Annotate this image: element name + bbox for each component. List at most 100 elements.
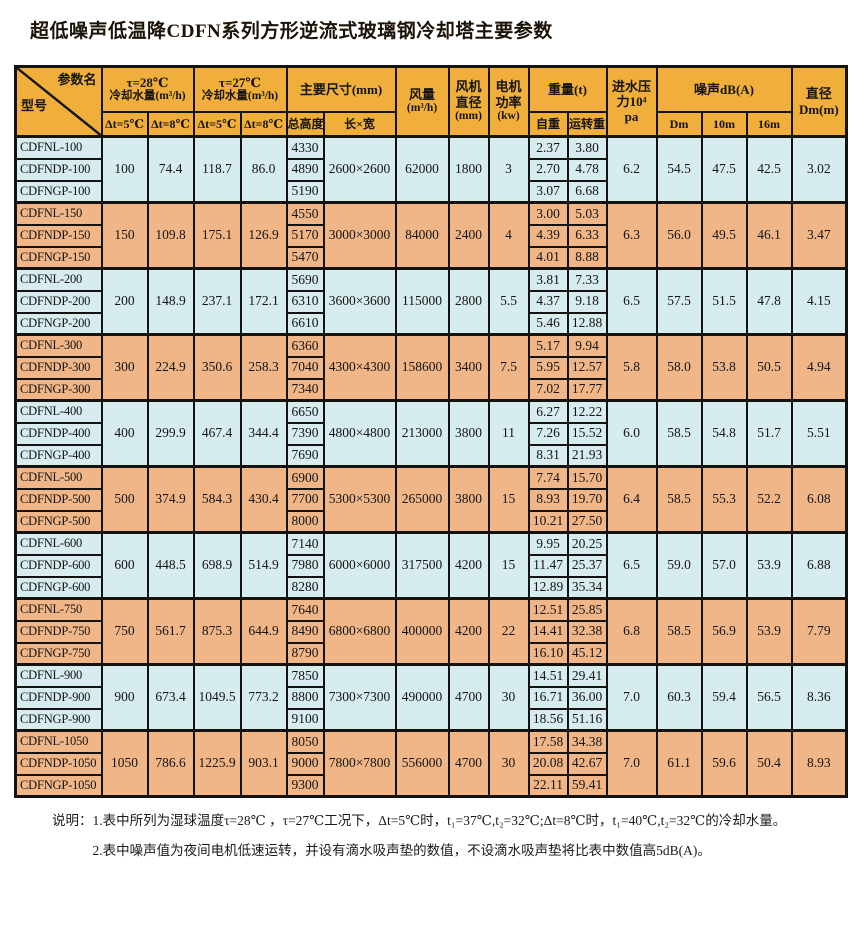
cell-total-height: 7640 <box>285 597 325 622</box>
table-row: CDFNL-750 750 561.7 875.3 644.9 7640 6800×6800… <box>14 597 848 666</box>
cell-run-weight: 42.67 <box>566 751 608 776</box>
cell-total-height: 6310 <box>285 289 325 314</box>
cell-run-weight: 4.78 <box>566 157 608 182</box>
cell-fan-diameter: 4200 <box>447 597 490 666</box>
cell-t28-dt5: 400 <box>100 399 149 468</box>
cell-model: CDFNL-750 <box>14 597 103 622</box>
table-row: CDFNDP-750 8490 14.41 32.38 <box>14 619 847 644</box>
cell-fan-diameter: 4700 <box>447 729 490 798</box>
header-motor-power: 电机 功率 (kw) <box>487 65 530 138</box>
cell-model: CDFNGP-300 <box>14 377 103 402</box>
cell-model: CDFNL-100 <box>14 135 103 160</box>
cell-run-weight: 35.34 <box>566 575 608 600</box>
cell-t27-dt8: 644.9 <box>239 597 288 666</box>
cell-self-weight: 2.70 <box>527 157 569 182</box>
cell-t28-dt8: 299.9 <box>146 399 195 468</box>
cell-motor-power: 5.5 <box>487 267 530 336</box>
cell-run-weight: 32.38 <box>566 619 608 644</box>
cell-run-weight: 51.16 <box>566 707 608 732</box>
table-row: CDFNL-600 600 448.5 698.9 514.9 7140 6000×6000… <box>14 531 848 600</box>
cell-total-height: 7140 <box>285 531 325 556</box>
cell-self-weight: 14.51 <box>527 663 569 688</box>
table-row: CDFNGP-100 5190 3.07 6.68 <box>14 179 847 204</box>
cell-noise-16m: 56.5 <box>745 663 793 732</box>
cell-run-weight: 36.00 <box>566 685 608 710</box>
cell-length-width: 2600×2600 <box>322 135 397 204</box>
cell-self-weight: 10.21 <box>527 509 569 534</box>
cell-t27-dt8: 126.9 <box>239 201 288 270</box>
cell-run-weight: 25.37 <box>566 553 608 578</box>
cell-model: CDFNDP-1050 <box>14 751 103 776</box>
header-run-weight: 运转重 <box>566 110 608 138</box>
cell-total-height: 4890 <box>285 157 325 182</box>
cell-self-weight: 8.93 <box>527 487 569 512</box>
cell-diameter: 8.93 <box>790 729 848 798</box>
header-air-flow: 风量 (m³/h) <box>394 65 450 138</box>
cell-model: CDFNDP-400 <box>14 421 103 446</box>
cell-model: CDFNDP-200 <box>14 289 103 314</box>
cell-length-width: 6000×6000 <box>322 531 397 600</box>
cell-model: CDFNDP-500 <box>14 487 103 512</box>
cell-diameter: 8.36 <box>790 663 848 732</box>
cell-run-weight: 7.33 <box>566 267 608 292</box>
cell-motor-power: 7.5 <box>487 333 530 402</box>
cell-air-flow: 400000 <box>394 597 450 666</box>
table-row: CDFNL-1050 1050 786.6 1225.9 903.1 8050 7800×7… <box>14 729 848 798</box>
cell-fan-diameter: 3400 <box>447 333 490 402</box>
header-t28-dt8: Δt=8℃ <box>146 110 195 138</box>
cell-t27-dt8: 773.2 <box>239 663 288 732</box>
table-row: CDFNL-300 300 224.9 350.6 258.3 6360 4300×4300… <box>14 333 848 402</box>
cell-water-pressure: 7.0 <box>605 663 658 732</box>
cell-noise-dm: 58.5 <box>655 399 703 468</box>
cell-length-width: 3600×3600 <box>322 267 397 336</box>
cell-model: CDFNGP-900 <box>14 707 103 732</box>
cell-noise-10m: 54.8 <box>700 399 748 468</box>
cell-t27-dt8: 86.0 <box>239 135 288 204</box>
cell-water-pressure: 6.0 <box>605 399 658 468</box>
cell-noise-16m: 42.5 <box>745 135 793 204</box>
cell-total-height: 6900 <box>285 465 325 490</box>
cell-noise-10m: 51.5 <box>700 267 748 336</box>
cell-air-flow: 115000 <box>394 267 450 336</box>
cell-t28-dt5: 300 <box>100 333 149 402</box>
table-row: CDFNDP-1050 9000 20.08 42.67 <box>14 751 847 776</box>
cell-self-weight: 3.81 <box>527 267 569 292</box>
cell-noise-10m: 59.6 <box>700 729 748 798</box>
cell-t28-dt8: 74.4 <box>146 135 195 204</box>
parameters-table: 参数名 型号 τ=28℃ 冷却水量(m³/h) τ=27℃ 冷却水量(m³/h)… <box>14 65 849 798</box>
cell-noise-10m: 56.9 <box>700 597 748 666</box>
cell-self-weight: 6.27 <box>527 399 569 424</box>
cell-diameter: 4.94 <box>790 333 848 402</box>
table-row: CDFNGP-200 6610 5.46 12.88 <box>14 311 847 336</box>
cell-self-weight: 11.47 <box>527 553 569 578</box>
cell-noise-dm: 60.3 <box>655 663 703 732</box>
cell-noise-dm: 59.0 <box>655 531 703 600</box>
header-inlet-pressure: 进水压 力10⁴ pa <box>605 65 658 138</box>
cell-model: CDFNGP-200 <box>14 311 103 336</box>
cell-total-height: 5170 <box>285 223 325 248</box>
table-row: CDFNDP-900 8800 16.71 36.00 <box>14 685 847 710</box>
cell-run-weight: 3.80 <box>566 135 608 160</box>
cell-t28-dt8: 374.9 <box>146 465 195 534</box>
header-self-weight: 自重 <box>527 110 569 138</box>
cell-total-height: 8790 <box>285 641 325 666</box>
cell-run-weight: 27.50 <box>566 509 608 534</box>
cell-t28-dt5: 200 <box>100 267 149 336</box>
cell-run-weight: 45.12 <box>566 641 608 666</box>
cell-motor-power: 22 <box>487 597 530 666</box>
cell-total-height: 9100 <box>285 707 325 732</box>
cell-t27-dt8: 258.3 <box>239 333 288 402</box>
cell-noise-10m: 55.3 <box>700 465 748 534</box>
table-row: CDFNL-100 100 74.4 118.7 86.0 4330 2600×2600 62… <box>14 135 848 204</box>
cell-air-flow: 490000 <box>394 663 450 732</box>
cell-run-weight: 59.41 <box>566 773 608 798</box>
cell-fan-diameter: 1800 <box>447 135 490 204</box>
cell-model: CDFNL-400 <box>14 399 103 424</box>
cell-fan-diameter: 3800 <box>447 465 490 534</box>
cell-t27-dt5: 1049.5 <box>192 663 242 732</box>
table-row: CDFNGP-150 5470 4.01 8.88 <box>14 245 847 270</box>
cell-t28-dt5: 500 <box>100 465 149 534</box>
cell-fan-diameter: 2400 <box>447 201 490 270</box>
header-corner-cell: 参数名 型号 <box>14 65 103 138</box>
table-row: CDFNGP-750 8790 16.10 45.12 <box>14 641 847 666</box>
